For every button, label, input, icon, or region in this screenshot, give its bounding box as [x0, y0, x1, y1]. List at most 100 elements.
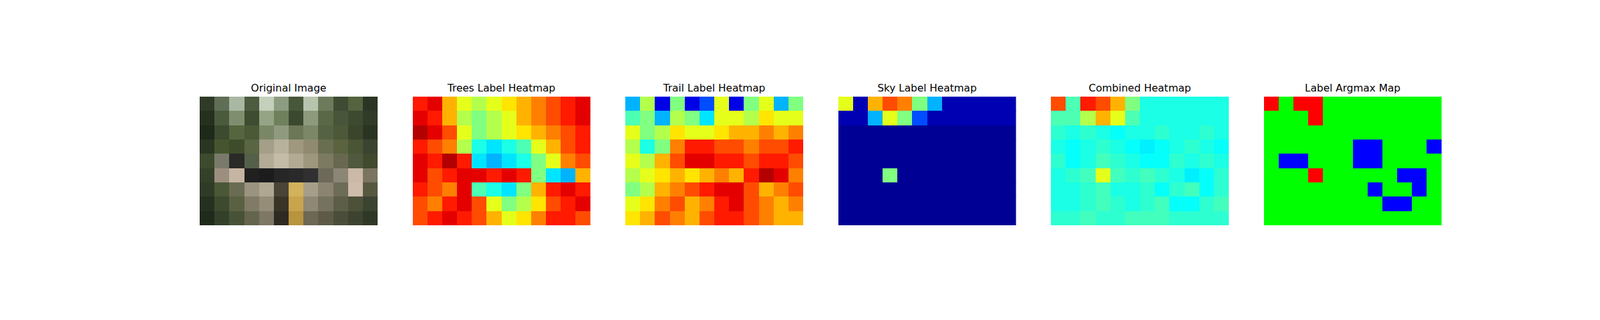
cell: [1110, 110, 1126, 126]
cell: [1367, 110, 1384, 126]
cell: [882, 139, 898, 155]
cell: [259, 182, 275, 198]
cell: [1184, 182, 1200, 198]
cell: [1110, 153, 1126, 169]
cell: [897, 168, 913, 184]
cell: [1125, 139, 1141, 155]
cell: [942, 168, 958, 184]
cells: [838, 96, 1017, 226]
cell: [1065, 139, 1081, 155]
cell: [640, 168, 656, 184]
cell: [670, 96, 686, 112]
cell: [560, 168, 576, 184]
cell: [333, 110, 349, 126]
cell: [788, 96, 804, 112]
panel-title: Label Argmax Map: [1304, 81, 1401, 95]
cell: [912, 211, 928, 226]
cell: [838, 211, 854, 226]
cell: [971, 211, 987, 226]
cell: [288, 211, 304, 226]
cell: [259, 168, 275, 184]
cell: [1065, 168, 1081, 184]
figure: Original ImageTrees Label HeatmapTrail L…: [0, 0, 1600, 320]
cell: [670, 168, 686, 184]
cell: [318, 153, 334, 169]
cell: [1184, 96, 1200, 112]
cell: [684, 110, 701, 126]
cell: [1199, 196, 1215, 212]
cell: [575, 196, 591, 212]
cell: [412, 110, 429, 126]
cell: [545, 153, 562, 169]
cell: [838, 196, 854, 212]
cell: [1199, 182, 1215, 198]
cell: [1426, 211, 1442, 226]
cell: [412, 168, 429, 184]
cell: [1080, 96, 1096, 112]
cell: [927, 153, 943, 169]
cell: [714, 196, 730, 212]
cell: [1095, 153, 1112, 169]
cell: [333, 139, 349, 155]
cell: [927, 168, 943, 184]
cell: [1337, 168, 1353, 184]
cell: [654, 168, 671, 184]
cell: [1080, 110, 1096, 126]
cell: [1367, 125, 1384, 141]
cell: [273, 110, 290, 126]
cell: [427, 96, 443, 112]
cell: [531, 139, 547, 155]
cell: [442, 96, 458, 112]
cell: [1184, 211, 1200, 226]
cell: [486, 125, 502, 141]
cell: [442, 168, 458, 184]
cell: [1110, 139, 1126, 155]
cell: [897, 125, 913, 141]
cell: [728, 182, 745, 198]
cell: [486, 96, 502, 112]
cell: [273, 125, 290, 141]
cell: [1278, 153, 1295, 169]
cell: [412, 96, 429, 112]
cell: [1278, 139, 1295, 155]
cell: [531, 110, 547, 126]
cell: [788, 125, 804, 141]
cell: [1154, 139, 1170, 155]
cell: [333, 196, 349, 212]
cell: [788, 139, 804, 155]
cell: [1214, 110, 1229, 126]
cell: [1264, 168, 1280, 184]
cells: [1050, 96, 1229, 226]
cell: [1278, 110, 1295, 126]
cell: [1367, 196, 1384, 212]
cell: [942, 110, 958, 126]
cell: [1125, 153, 1141, 169]
cell: [244, 139, 260, 155]
cell: [318, 139, 334, 155]
cell: [1322, 153, 1339, 169]
cell: [788, 182, 804, 198]
cell: [1050, 182, 1067, 198]
cell: [1367, 182, 1384, 198]
cell: [699, 211, 715, 226]
cell: [471, 110, 488, 126]
cell: [501, 211, 518, 226]
cell: [1337, 211, 1353, 226]
cell: [214, 139, 230, 155]
cell: [1000, 168, 1016, 184]
cell: [516, 168, 532, 184]
cell: [1382, 139, 1398, 155]
cell: [362, 211, 378, 226]
cell: [560, 139, 576, 155]
cell: [654, 153, 671, 169]
cell: [288, 168, 304, 184]
cell: [1411, 211, 1428, 226]
cell: [867, 196, 884, 212]
cell: [625, 196, 641, 212]
cell: [1050, 153, 1067, 169]
cell: [1214, 211, 1229, 226]
cell: [1065, 211, 1081, 226]
panel-title: Trees Label Heatmap: [446, 81, 556, 95]
cell: [214, 153, 230, 169]
cell: [1352, 196, 1369, 212]
